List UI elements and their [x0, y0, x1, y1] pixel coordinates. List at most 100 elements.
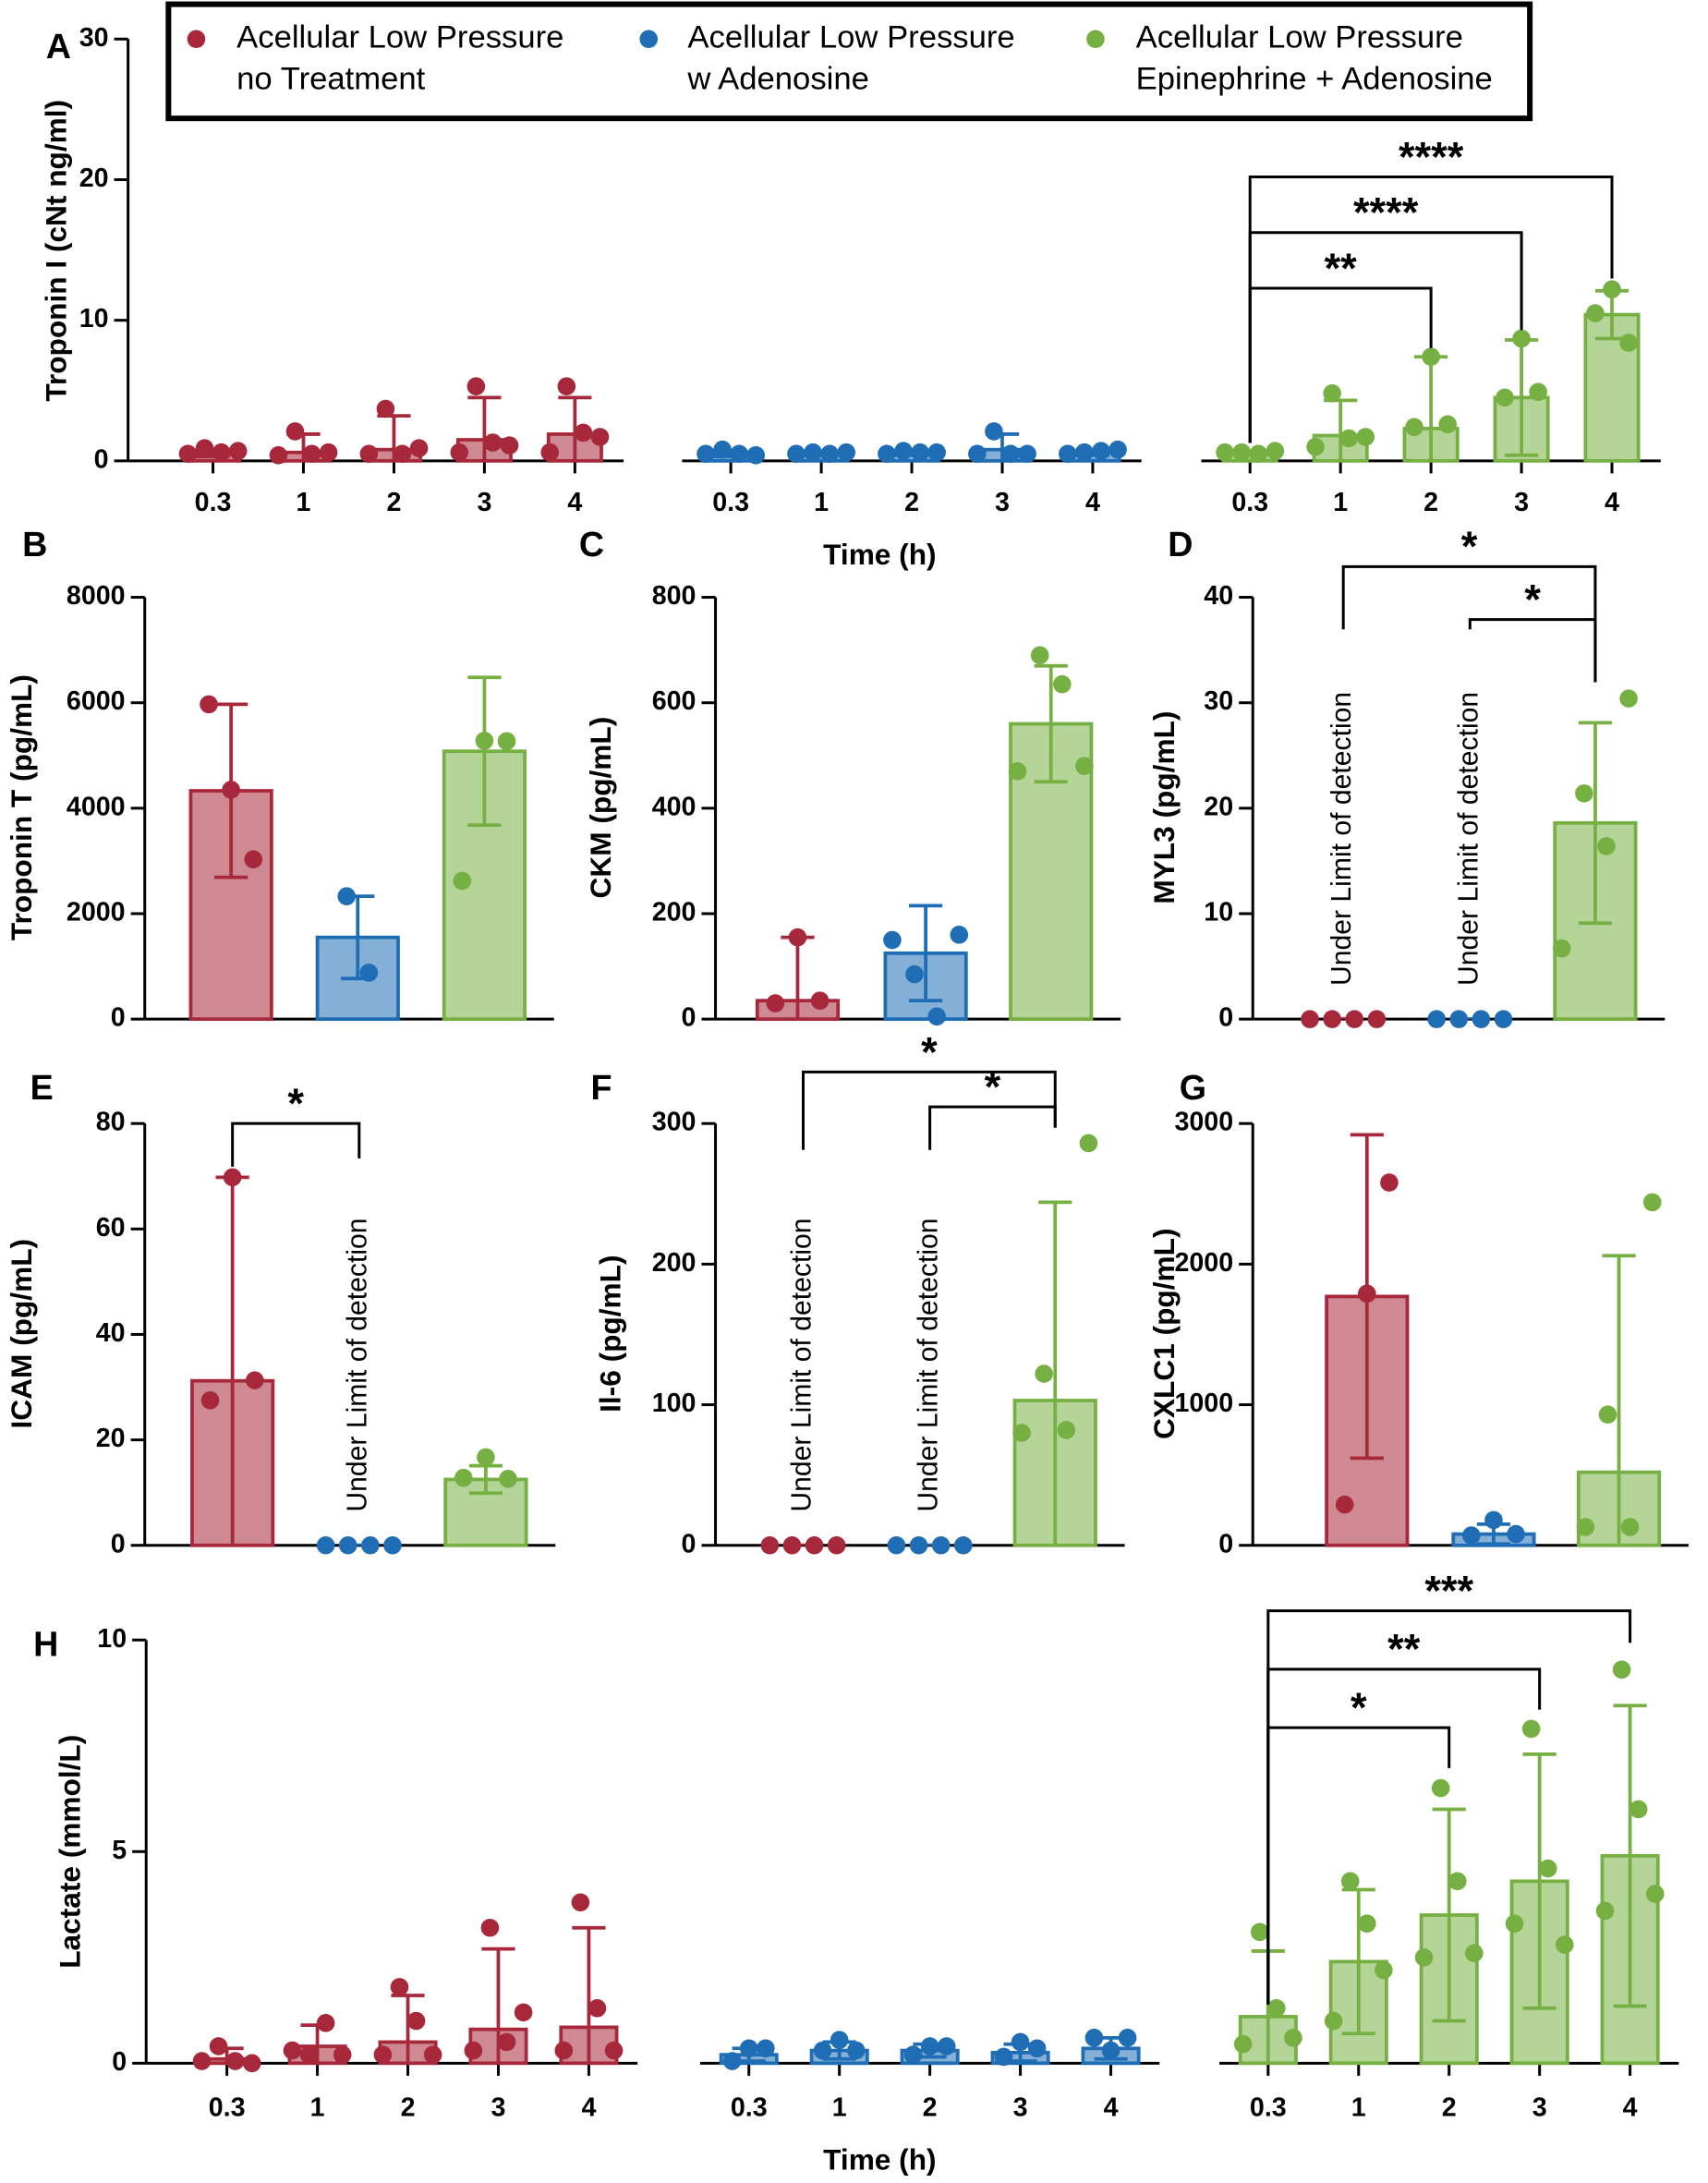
bracket — [1248, 175, 1614, 443]
data-point — [713, 440, 732, 459]
y-tick-label: 10 — [97, 1624, 127, 1654]
data-point — [1505, 1914, 1524, 1933]
data-point — [178, 444, 198, 464]
data-point — [1612, 1660, 1631, 1680]
y-tick-label: 40 — [1204, 581, 1233, 611]
data-point — [1494, 1010, 1513, 1028]
data-point — [1266, 442, 1285, 461]
bracket — [801, 1070, 1057, 1150]
y-tick-label: 0 — [111, 1003, 126, 1033]
data-point — [571, 1893, 590, 1912]
data-point — [497, 732, 516, 751]
x-axis-label: Time (h) — [823, 538, 936, 571]
data-point — [337, 887, 357, 905]
data-point — [953, 1535, 973, 1555]
panel-label: E — [30, 1068, 54, 1107]
significance: *** — [1424, 1567, 1473, 1614]
data-point — [905, 964, 924, 984]
significance: **** — [1399, 133, 1464, 180]
data-point — [373, 2045, 393, 2064]
data-point — [464, 2041, 483, 2060]
y-tick-label: 20 — [79, 164, 109, 193]
data-point — [319, 443, 338, 462]
data-point — [1092, 442, 1110, 461]
y-tick-label: 100 — [652, 1389, 697, 1418]
data-point — [1586, 304, 1605, 322]
x-tick-label: 2 — [1442, 2093, 1457, 2123]
y-tick-label: 0 — [682, 1003, 697, 1033]
y-tick-label: 40 — [96, 1318, 126, 1348]
x-tick-label: 4 — [1104, 2093, 1119, 2123]
data-point — [1375, 1960, 1393, 1980]
data-point — [927, 443, 946, 462]
error-bar — [1578, 721, 1613, 926]
data-point — [454, 1468, 473, 1487]
data-point — [1529, 382, 1547, 402]
error-bar — [1522, 1752, 1557, 2010]
data-point — [903, 2045, 923, 2064]
data-point — [697, 444, 715, 464]
y-tick-label: 1000 — [1174, 1389, 1233, 1418]
y-tick-label: 20 — [1204, 792, 1233, 821]
data-point — [514, 2003, 533, 2022]
data-point — [1233, 2034, 1253, 2054]
data-point — [1576, 1518, 1595, 1536]
data-point — [887, 1535, 906, 1555]
data-point — [760, 1535, 780, 1555]
y-axis-label: Troponin I (cNt ng/ml) — [40, 100, 73, 402]
data-point — [1552, 939, 1571, 958]
note: Under Limit of detection — [1453, 692, 1484, 986]
x-tick-label: 1 — [310, 2093, 325, 2123]
data-point — [574, 423, 593, 443]
data-point — [837, 443, 856, 462]
x-tick-label: 3 — [1532, 2093, 1547, 2123]
significance: * — [1351, 1684, 1367, 1731]
significance: * — [287, 1080, 304, 1127]
data-point — [383, 1535, 402, 1555]
data-point — [1075, 443, 1094, 462]
data-point — [1462, 1526, 1481, 1545]
data-point — [223, 1168, 242, 1187]
data-point — [500, 436, 519, 455]
panel-label: C — [579, 525, 604, 564]
data-point — [1645, 1885, 1665, 1903]
data-point — [466, 377, 486, 395]
bracket — [1468, 618, 1597, 683]
data-point — [1249, 444, 1268, 464]
y-axis-label: CKM (pg/mL) — [584, 717, 617, 899]
significance: ** — [1325, 245, 1358, 292]
data-point — [994, 2047, 1013, 2067]
data-point — [338, 1535, 357, 1555]
y-tick-label: 60 — [96, 1213, 126, 1243]
data-point — [195, 439, 214, 457]
data-point — [1555, 1935, 1574, 1954]
y-tick-label: 5 — [112, 1836, 127, 1865]
x-tick-label: 3 — [491, 2093, 506, 2123]
legend-marker — [187, 30, 206, 49]
y-tick-label: 0 — [682, 1529, 697, 1558]
data-point — [722, 2052, 742, 2070]
x-tick-label: 4 — [1623, 2093, 1638, 2123]
data-point — [746, 445, 766, 465]
data-point — [757, 2039, 775, 2058]
data-point — [810, 991, 830, 1010]
data-point — [1356, 428, 1375, 446]
y-tick-label: 20 — [96, 1424, 126, 1453]
y-tick-label: 6000 — [67, 686, 126, 716]
error-bar — [572, 1925, 606, 2064]
data-point — [1250, 1922, 1269, 1942]
note: Under Limit of detection — [914, 1218, 944, 1511]
data-point — [1484, 1510, 1503, 1530]
data-point — [1449, 1010, 1469, 1028]
x-tick-label: 3 — [995, 488, 1010, 517]
data-point — [1059, 444, 1077, 464]
data-point — [883, 930, 902, 950]
data-point — [477, 1448, 495, 1467]
x-tick-label: 2 — [401, 2093, 416, 2123]
x-tick-label: 4 — [1605, 488, 1619, 517]
data-point — [1216, 443, 1234, 462]
data-point — [242, 2054, 261, 2073]
y-tick-label: 200 — [652, 898, 697, 928]
x-axis-label: Time (h) — [823, 2143, 936, 2177]
